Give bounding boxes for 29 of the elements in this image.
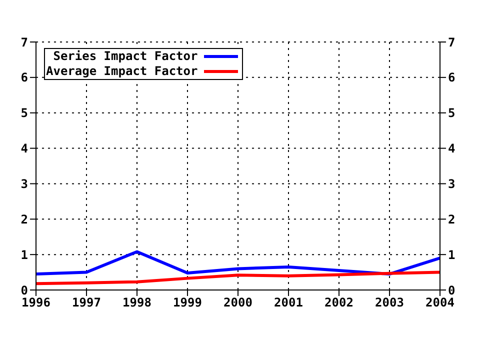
y-tick-label: 2: [20, 212, 28, 226]
x-tick-label: 1999: [173, 296, 202, 310]
y-tick-label: 6: [20, 70, 28, 85]
y-tick-label: 4: [20, 142, 28, 156]
x-tick-label: 2000: [224, 296, 252, 310]
line-series: [36, 250, 440, 276]
y-tick-label: 1: [20, 248, 28, 262]
y2-tick-label: 5: [448, 106, 456, 120]
y2-tick-label: 3: [448, 176, 456, 191]
x-tick-label: 2001: [274, 296, 303, 310]
legend-label: Series Impact Factor: [53, 49, 198, 64]
x-tick-label: 2003: [375, 296, 404, 310]
legend-label: Average Impact Factor: [46, 64, 198, 79]
x-tick-label: 1997: [72, 296, 101, 310]
y2-tick-label: 0: [448, 283, 456, 298]
x-tick-label: 1998: [122, 296, 152, 310]
x-tick-label: 2002: [324, 296, 354, 310]
y-tick-label: 3: [20, 176, 28, 191]
y-tick-label: 5: [20, 106, 28, 120]
x-tick-label: 2004: [426, 296, 454, 310]
x-tick-label: 1996: [22, 296, 50, 310]
y2-tick-label: 1: [448, 248, 456, 262]
y2-tick-label: 4: [448, 142, 456, 156]
y2-tick-label: 7: [448, 35, 456, 50]
y2-tick-label: 2: [448, 212, 456, 226]
line-series: [36, 270, 440, 286]
y2-tick-label: 6: [448, 70, 456, 85]
y-tick-label: 0: [20, 283, 28, 298]
y-tick-label: 7: [20, 35, 28, 50]
